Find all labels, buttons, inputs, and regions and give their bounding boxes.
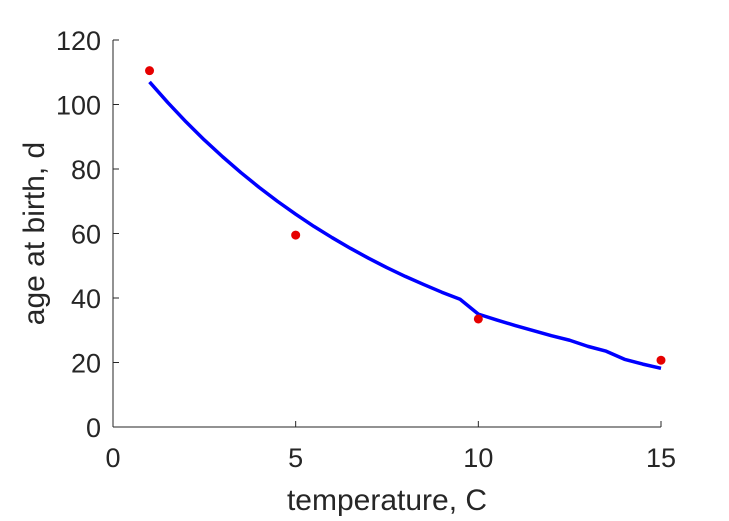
data-point — [656, 355, 666, 365]
y-tick-label: 120 — [56, 26, 101, 56]
data-point — [473, 314, 483, 324]
x-axis-label: temperature, C — [287, 484, 487, 517]
x-tick-label: 15 — [646, 443, 676, 473]
y-tick-label: 80 — [71, 155, 101, 185]
x-tick-label: 10 — [463, 443, 493, 473]
y-tick-label: 40 — [71, 284, 101, 314]
fit-curve — [148, 80, 662, 371]
y-tick-label: 0 — [86, 413, 101, 443]
y-tick-label: 60 — [71, 220, 101, 250]
data-point — [145, 66, 155, 76]
ticks: 0 5 10 15 0 20 40 60 80 100 120 — [56, 26, 676, 473]
data-point — [291, 230, 301, 240]
y-tick-label: 100 — [56, 91, 101, 121]
x-tick-label: 0 — [105, 443, 120, 473]
plot-area — [145, 66, 666, 371]
axes — [112, 40, 661, 428]
y-axis-label: age at birth, d — [18, 142, 51, 325]
x-tick-label: 5 — [288, 443, 303, 473]
y-tick-label: 20 — [71, 349, 101, 379]
